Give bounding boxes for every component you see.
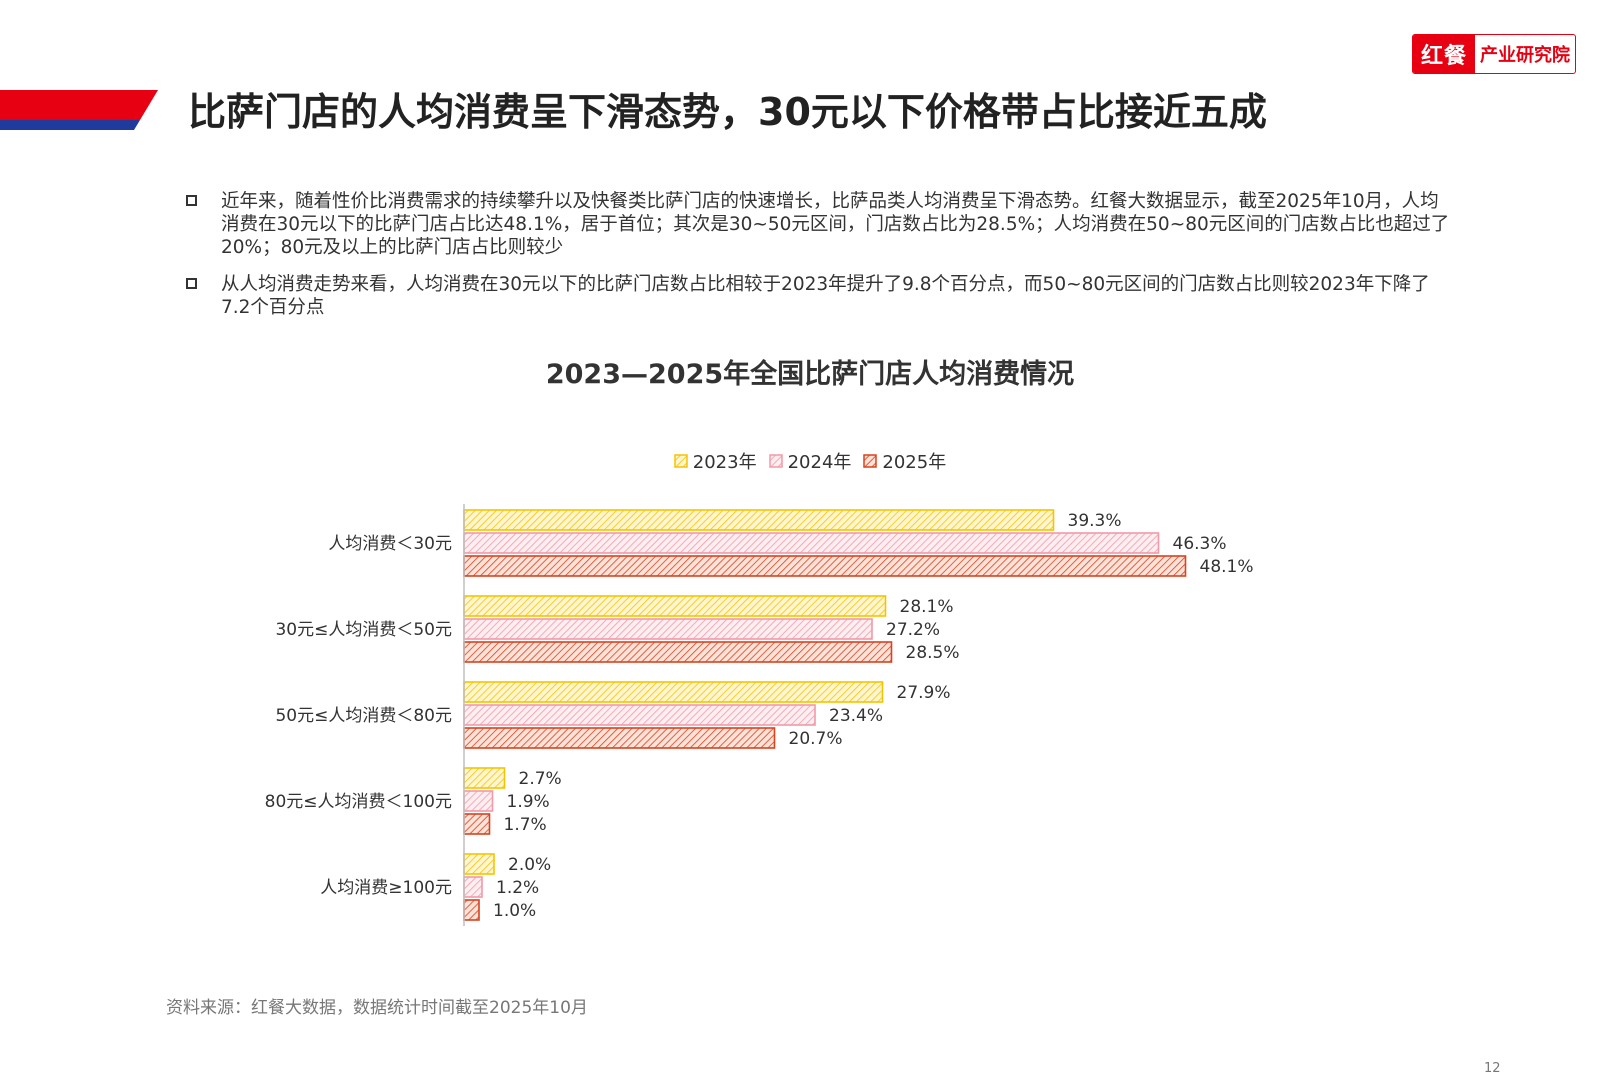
- bar: [463, 681, 884, 703]
- bar: [463, 853, 495, 875]
- bullet-list: 近年来，随着性价比消费需求的持续攀升以及快餐类比萨门店的快速增长，比萨品类人均消…: [186, 190, 1456, 333]
- category-label: 人均消费≥100元: [320, 878, 452, 898]
- bar: [463, 555, 1187, 577]
- data-label: 23.4%: [829, 706, 883, 726]
- bar: [463, 813, 491, 835]
- legend-item-2024: 2024年: [768, 448, 852, 474]
- data-label: 1.9%: [507, 792, 550, 812]
- bar: [463, 618, 873, 640]
- bar-chart: 人均消费＜30元 39.3% 46.3% 48.1% 30元≤人均消费＜50元 28.1%…: [265, 504, 1254, 926]
- legend-label: 2025年: [882, 452, 947, 473]
- square-bullet-icon: [186, 195, 197, 206]
- data-label: 48.1%: [1200, 557, 1254, 577]
- bar: [463, 790, 494, 812]
- data-label: 1.0%: [493, 901, 536, 921]
- legend-label: 2024年: [787, 452, 852, 473]
- square-bullet-icon: [186, 278, 197, 289]
- bar: [463, 509, 1055, 531]
- data-label: 1.7%: [504, 815, 547, 835]
- page-number: 12: [1484, 1061, 1501, 1076]
- data-label: 27.9%: [897, 683, 951, 703]
- bullet-item: 近年来，随着性价比消费需求的持续攀升以及快餐类比萨门店的快速增长，比萨品类人均消…: [186, 190, 1456, 259]
- legend-label: 2023年: [692, 452, 757, 473]
- category-label: 30元≤人均消费＜50元: [275, 620, 452, 640]
- bar: [463, 595, 887, 617]
- bar: [463, 876, 483, 898]
- data-label: 27.2%: [886, 620, 940, 640]
- chart-title: 2023—2025年全国比萨门店人均消费情况: [545, 359, 1075, 390]
- bar: [463, 704, 816, 726]
- legend-item-2023: 2023年: [674, 448, 757, 474]
- bar: [463, 767, 506, 789]
- logo-brand: 红餐: [1413, 35, 1475, 73]
- source-note: 资料来源：红餐大数据，数据统计时间截至2025年10月: [166, 998, 588, 1018]
- bullet-text: 从人均消费走势来看，人均消费在30元以下的比萨门店数占比相较于2023年提升了9…: [221, 274, 1430, 318]
- data-label: 46.3%: [1173, 534, 1227, 554]
- legend-swatch-2024: [768, 454, 783, 468]
- bar: [463, 641, 893, 663]
- data-label: 28.5%: [906, 643, 960, 663]
- bar: [463, 899, 480, 921]
- bullet-item: 从人均消费走势来看，人均消费在30元以下的比萨门店数占比相较于2023年提升了9…: [186, 273, 1456, 319]
- bullet-text: 近年来，随着性价比消费需求的持续攀升以及快餐类比萨门店的快速增长，比萨品类人均消…: [221, 191, 1450, 258]
- category-label: 50元≤人均消费＜80元: [275, 706, 452, 726]
- bar: [463, 532, 1160, 554]
- data-label: 20.7%: [789, 729, 843, 749]
- logo: 红餐 产业研究院: [1412, 34, 1576, 74]
- data-label: 39.3%: [1068, 511, 1122, 531]
- title-accent-bar: [0, 90, 158, 130]
- category-label: 80元≤人均消费＜100元: [265, 792, 452, 812]
- data-label: 2.0%: [508, 855, 551, 875]
- category-label: 人均消费＜30元: [328, 534, 452, 554]
- legend-swatch-2023: [674, 454, 688, 468]
- legend-item-2025: 2025年: [863, 448, 946, 474]
- logo-name: 产业研究院: [1480, 45, 1570, 66]
- chart-legend: 2023年 2024年 2025年: [0, 448, 1620, 474]
- legend-swatch-2025: [863, 454, 878, 468]
- data-label: 1.2%: [496, 878, 539, 898]
- data-label: 2.7%: [519, 769, 562, 789]
- bar: [463, 727, 776, 749]
- page-title: 比萨门店的人均消费呈下滑态势，30元以下价格带占比接近五成: [188, 90, 1267, 134]
- data-label: 28.1%: [900, 597, 954, 617]
